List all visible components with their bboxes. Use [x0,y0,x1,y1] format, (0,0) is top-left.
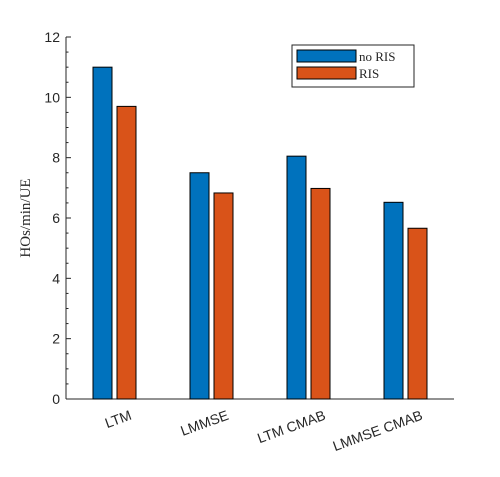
x-ticks: LTM LMMSE LTM CMAB LMMSE CMAB [103,407,425,454]
x-tick-label: LTM [103,407,134,431]
x-tick-label: LMMSE CMAB [331,407,425,454]
x-tick-label: LTM CMAB [255,407,327,446]
bars [92,66,428,400]
legend-entry: no RIS [359,49,395,64]
bar-ris-ltm-cmab [310,187,331,400]
y-tick-label: 6 [52,210,60,226]
y-tick-label: 2 [52,331,60,347]
bar-no-ris-ltm [92,66,113,400]
bar-ris-lmmse-cmab [407,227,428,400]
legend-swatch [296,49,357,63]
y-axis-label: HOs/min/UE [18,178,34,257]
y-tick-label: 4 [52,270,60,286]
y-tick-label: 12 [44,29,60,45]
bar-ris-lmmse [213,192,234,400]
bar-no-ris-lmmse-cmab [383,201,404,400]
y-ticks: 0 2 4 6 8 10 12 [44,29,71,407]
bar-no-ris-ltm-cmab [286,155,307,400]
legend: no RIS RIS [291,44,415,88]
bar-ris-ltm [116,105,137,400]
legend-swatch [296,66,357,80]
x-tick-label: LMMSE [178,407,230,439]
y-tick-label: 0 [52,391,60,407]
legend-entry: RIS [359,66,379,81]
y-tick-label: 10 [44,89,60,105]
y-tick-label: 8 [52,150,60,166]
bar-no-ris-lmmse [189,172,210,400]
